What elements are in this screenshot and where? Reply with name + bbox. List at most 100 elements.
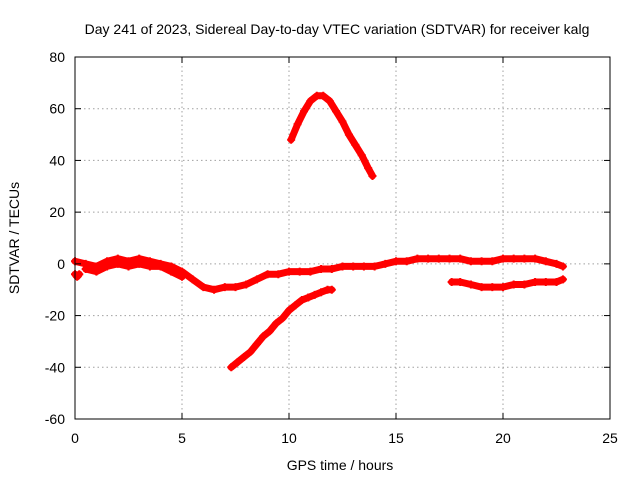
data-point bbox=[466, 257, 475, 266]
data-point bbox=[306, 96, 315, 105]
data-point bbox=[299, 107, 308, 116]
data-point bbox=[210, 285, 219, 294]
data-point bbox=[310, 290, 319, 299]
data-point bbox=[240, 352, 249, 361]
data-point bbox=[199, 283, 208, 292]
x-tick-label: 15 bbox=[388, 430, 404, 446]
data-point bbox=[293, 120, 302, 129]
data-point bbox=[349, 262, 358, 271]
data-point bbox=[246, 347, 255, 356]
data-point bbox=[477, 283, 486, 292]
data-point bbox=[344, 130, 353, 139]
data-point bbox=[434, 254, 443, 263]
data-point bbox=[145, 262, 154, 271]
data-point bbox=[558, 262, 567, 271]
data-point bbox=[488, 257, 497, 266]
data-point bbox=[231, 283, 240, 292]
data-point bbox=[263, 270, 272, 279]
plot-frame bbox=[74, 56, 611, 420]
data-point bbox=[368, 171, 377, 180]
data-point bbox=[424, 254, 433, 263]
data-point bbox=[541, 277, 550, 286]
series-line bbox=[287, 92, 376, 180]
data-point bbox=[291, 301, 300, 310]
data-point bbox=[220, 283, 229, 292]
y-tick-label: 60 bbox=[49, 101, 65, 117]
data-point bbox=[520, 254, 529, 263]
data-point bbox=[81, 265, 90, 274]
data-point bbox=[124, 262, 133, 271]
data-point bbox=[227, 363, 236, 372]
grid-lines bbox=[75, 57, 610, 419]
data-point bbox=[456, 254, 465, 263]
data-point bbox=[285, 267, 293, 276]
data-point bbox=[466, 280, 475, 289]
data-point bbox=[351, 140, 360, 149]
data-point bbox=[370, 262, 379, 271]
data-point bbox=[317, 265, 326, 274]
y-tick-label: 40 bbox=[49, 152, 65, 168]
series-peak-arc bbox=[287, 91, 377, 180]
data-point bbox=[242, 280, 251, 289]
data-point bbox=[488, 283, 497, 292]
data-point bbox=[520, 280, 529, 289]
data-point bbox=[92, 267, 101, 276]
data-point bbox=[252, 275, 261, 284]
data-point bbox=[178, 272, 186, 281]
data-point bbox=[499, 254, 507, 263]
data-point bbox=[357, 151, 366, 160]
series-main-arc-lower-edge bbox=[81, 259, 186, 281]
data-point bbox=[477, 257, 486, 266]
data-point bbox=[252, 340, 261, 349]
x-tick-label: 0 bbox=[71, 430, 79, 446]
data-point bbox=[402, 257, 411, 266]
series-line bbox=[82, 260, 186, 281]
data-point bbox=[359, 262, 368, 271]
data-point bbox=[317, 288, 326, 297]
data-point bbox=[295, 267, 304, 276]
data-point bbox=[167, 267, 176, 276]
data-point bbox=[338, 262, 347, 271]
data-point bbox=[531, 277, 540, 286]
data-point bbox=[135, 259, 144, 268]
data-point bbox=[306, 267, 315, 276]
y-tick-label: 20 bbox=[49, 204, 65, 220]
data-point bbox=[509, 280, 518, 289]
x-axis-label: GPS time / hours bbox=[287, 457, 394, 473]
data-point bbox=[499, 283, 507, 292]
data-point bbox=[327, 265, 336, 274]
y-tick-label: 0 bbox=[57, 256, 65, 272]
data-point bbox=[392, 257, 400, 266]
data-point bbox=[188, 275, 197, 284]
data-point bbox=[103, 262, 112, 271]
data-point bbox=[456, 277, 465, 286]
data-point bbox=[552, 259, 561, 268]
data-point bbox=[272, 319, 281, 328]
data-point bbox=[364, 164, 373, 173]
chart-title: Day 241 of 2023, Sidereal Day-to-day VTE… bbox=[85, 21, 590, 37]
data-point bbox=[233, 358, 242, 367]
y-axis-label: SDTVAR / TECUs bbox=[6, 182, 22, 294]
data-point bbox=[304, 293, 313, 302]
y-tick-label: 80 bbox=[49, 49, 65, 65]
data-point bbox=[285, 306, 293, 315]
series-late-arc bbox=[447, 275, 567, 292]
y-tick-label: -60 bbox=[45, 411, 65, 427]
data-point bbox=[287, 135, 296, 144]
data-point bbox=[319, 91, 328, 100]
data-point bbox=[325, 96, 334, 105]
data-point bbox=[156, 262, 165, 271]
data-point bbox=[531, 254, 540, 263]
data-point bbox=[447, 277, 456, 286]
y-tick-label: -20 bbox=[45, 308, 65, 324]
data-point bbox=[75, 270, 84, 279]
data-point bbox=[338, 117, 347, 126]
data-point bbox=[445, 254, 454, 263]
x-tick-label: 10 bbox=[281, 430, 297, 446]
x-tick-label: 5 bbox=[178, 430, 186, 446]
data-point bbox=[265, 327, 274, 336]
axis-ticks: 0 5 10 15 20 25 -60 -40 -20 0 20 40 60 80 bbox=[45, 49, 618, 446]
x-tick-label: 25 bbox=[602, 430, 618, 446]
